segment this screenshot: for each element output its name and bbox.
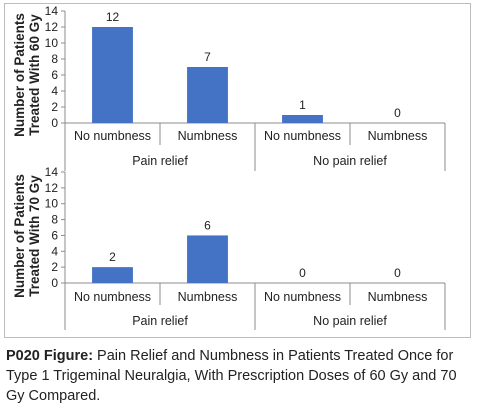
chart1-category-label: Numbness: [368, 129, 428, 143]
chart1-y-tick-label: 8: [51, 52, 58, 66]
chart2-y-tick-label: 14: [45, 165, 59, 179]
caption-text: Pain Relief and Numbness in Patients Tre…: [6, 348, 457, 404]
chart2-category-label: Numbness: [178, 290, 238, 304]
chart2-data-label: 6: [204, 218, 211, 232]
chart2-y-tick-label: 8: [51, 213, 58, 227]
chart2-y-tick-label: 4: [51, 244, 58, 258]
chart2-y-tick-label: 12: [45, 181, 59, 195]
chart2-data-label: 0: [299, 266, 306, 280]
figure-caption: P020 Figure: Pain Relief and Numbness in…: [6, 346, 472, 406]
chart1-y-tick-label: 4: [51, 84, 58, 98]
chart2-y-tick-label: 0: [51, 276, 58, 290]
chart1-y-tick-label: 0: [51, 116, 58, 130]
chart2-group-label: No pain relief: [313, 314, 387, 328]
chart2-bar: [92, 267, 133, 283]
chart1-data-label: 1: [299, 98, 306, 112]
chart1-group-label: Pain relief: [132, 154, 188, 168]
chart1-y-axis-title: Number of Patients Treated With 60 Gy: [12, 13, 42, 137]
chart1-data-label: 12: [106, 10, 120, 24]
chart2-bar: [187, 235, 228, 283]
chart1-y-tick-label: 10: [45, 36, 59, 50]
chart1-category-label: No numbness: [264, 129, 341, 143]
chart1-category-label: Numbness: [178, 129, 238, 143]
chart2-category-label: No numbness: [264, 290, 341, 304]
chart1-data-label: 0: [394, 106, 401, 120]
chart1-y-axis-title-line: Number of Patients: [12, 13, 27, 137]
chart1-y-axis-title-line: Treated With 60 Gy: [27, 14, 42, 136]
chart2-y-tick-label: 10: [45, 197, 59, 211]
chart1-y-tick-label: 2: [51, 100, 58, 114]
chart1-bar: [92, 27, 133, 123]
chart1-category-label: No numbness: [74, 129, 151, 143]
chart1-data-label: 7: [204, 50, 211, 64]
chart1-y-tick-label: 14: [45, 4, 59, 18]
chart1-y-tick-label: 12: [45, 20, 59, 34]
chart2-y-axis-title-line: Number of Patients: [12, 174, 27, 298]
chart2-y-tick-label: 2: [51, 260, 58, 274]
chart2-data-label: 0: [394, 266, 401, 280]
chart1-y-tick-label: 6: [51, 68, 58, 82]
chart2-data-label: 2: [109, 250, 116, 264]
chart1-bar: [187, 67, 228, 123]
caption-label: P020 Figure:: [6, 348, 94, 364]
chart2-category-label: Numbness: [368, 290, 428, 304]
chart2-y-axis-title-line: Treated With 70 Gy: [27, 175, 42, 297]
chart2-group-label: Pain relief: [132, 314, 188, 328]
figure-frame: [4, 3, 471, 338]
chart2-category-label: No numbness: [74, 290, 151, 304]
chart1-bar: [282, 115, 323, 123]
chart2-y-tick-label: 6: [51, 228, 58, 242]
chart2-y-axis-title: Number of Patients Treated With 70 Gy: [12, 174, 42, 298]
chart1-group-label: No pain relief: [313, 154, 387, 168]
